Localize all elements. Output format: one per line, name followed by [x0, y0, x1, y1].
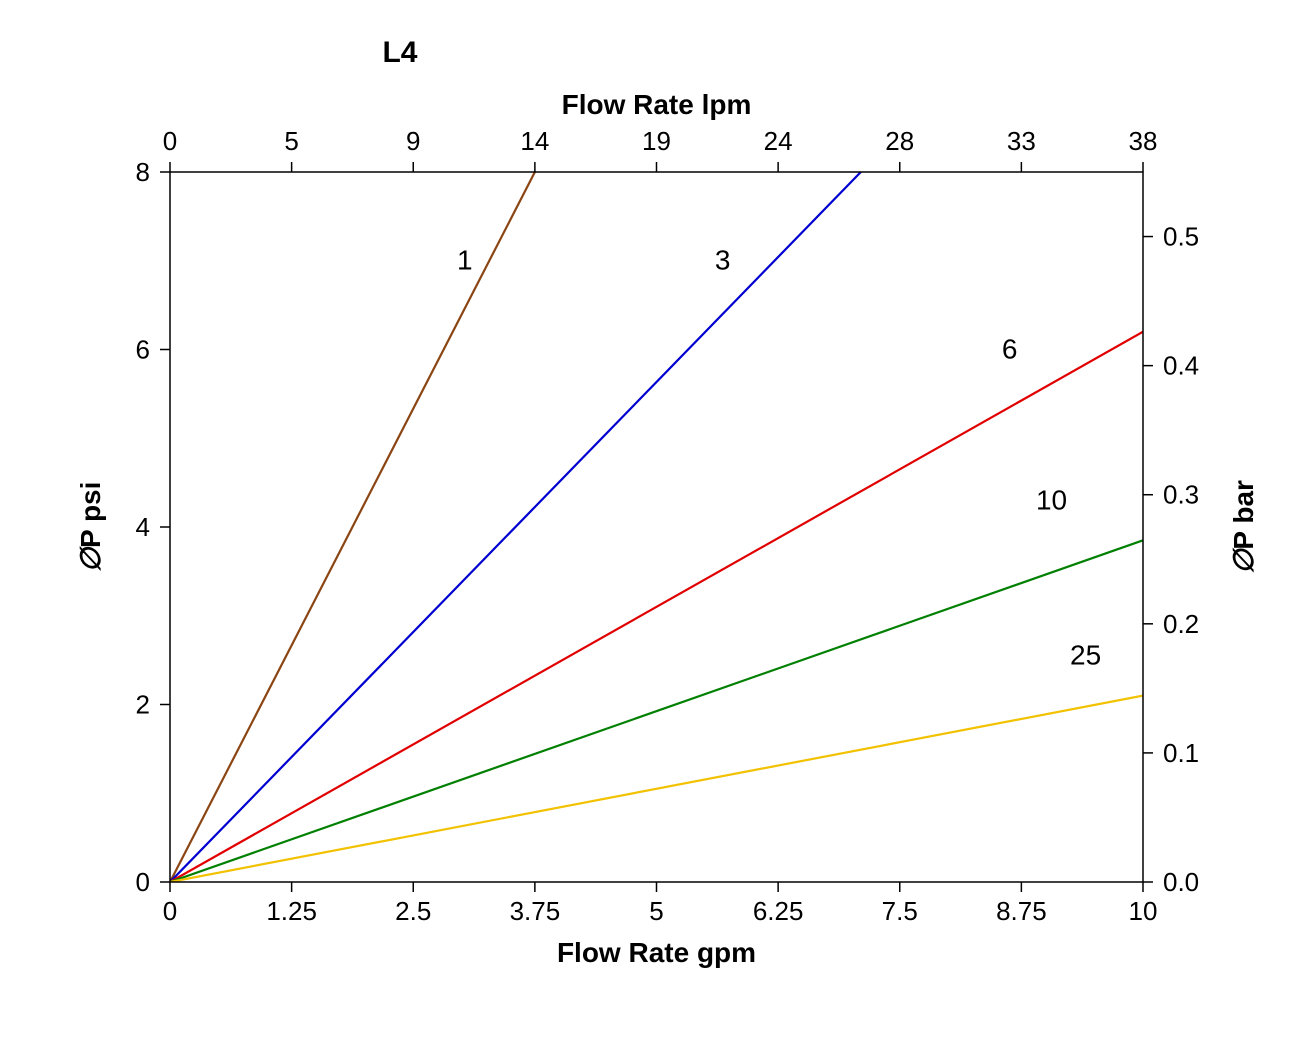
x-bottom-tick-label: 10 — [1129, 896, 1158, 926]
x-bottom-tick-label: 0 — [163, 896, 177, 926]
y-left-tick-label: 0 — [136, 867, 150, 897]
y-right-axis-label: ∅P bar — [1228, 480, 1259, 574]
series-line-10 — [170, 540, 1143, 882]
x-bottom-tick-label: 1.25 — [266, 896, 317, 926]
series-label-25: 25 — [1070, 640, 1101, 671]
series-line-3 — [170, 172, 861, 882]
series-label-10: 10 — [1036, 484, 1067, 515]
series-group — [170, 172, 1143, 882]
x-top-tick-label: 19 — [642, 126, 671, 156]
y-left-tick-label: 6 — [136, 335, 150, 365]
x-top-tick-label: 0 — [163, 126, 177, 156]
chart-title: L4 — [382, 36, 417, 69]
x-bottom-tick-label: 5 — [649, 896, 663, 926]
y-left-axis-label: ∅P psi — [75, 482, 106, 573]
x-top-tick-label: 33 — [1007, 126, 1036, 156]
y-right-tick-label: 0.2 — [1163, 609, 1199, 639]
x-bottom-axis-label: Flow Rate gpm — [557, 937, 756, 968]
y-right-tick-label: 0.5 — [1163, 222, 1199, 252]
x-top-tick-label: 14 — [520, 126, 549, 156]
y-left-tick-label: 2 — [136, 690, 150, 720]
series-line-1 — [170, 172, 535, 882]
x-top-tick-label: 5 — [284, 126, 298, 156]
series-label-6: 6 — [1002, 333, 1018, 364]
series-label-3: 3 — [715, 245, 731, 276]
x-bottom-tick-label: 6.25 — [753, 896, 804, 926]
line-chart: 01.252.53.7556.257.58.7510Flow Rate gpm0… — [0, 0, 1314, 1045]
y-right-tick-label: 0.1 — [1163, 738, 1199, 768]
y-right-tick-label: 0.3 — [1163, 480, 1199, 510]
y-left-tick-label: 4 — [136, 512, 150, 542]
series-line-25 — [170, 696, 1143, 882]
chart-container: 01.252.53.7556.257.58.7510Flow Rate gpm0… — [0, 0, 1314, 1045]
x-top-tick-label: 9 — [406, 126, 420, 156]
x-top-tick-label: 24 — [764, 126, 793, 156]
y-right-tick-label: 0.4 — [1163, 351, 1199, 381]
x-bottom-tick-label: 7.5 — [882, 896, 918, 926]
x-top-tick-label: 28 — [885, 126, 914, 156]
x-top-tick-label: 38 — [1129, 126, 1158, 156]
x-bottom-tick-label: 3.75 — [510, 896, 561, 926]
series-line-6 — [170, 332, 1143, 882]
series-label-1: 1 — [457, 245, 473, 276]
x-bottom-tick-label: 2.5 — [395, 896, 431, 926]
plot-border — [170, 172, 1143, 882]
x-bottom-tick-label: 8.75 — [996, 896, 1047, 926]
x-top-axis-label: Flow Rate lpm — [562, 89, 752, 120]
y-left-tick-label: 8 — [136, 157, 150, 187]
y-right-tick-label: 0.0 — [1163, 867, 1199, 897]
